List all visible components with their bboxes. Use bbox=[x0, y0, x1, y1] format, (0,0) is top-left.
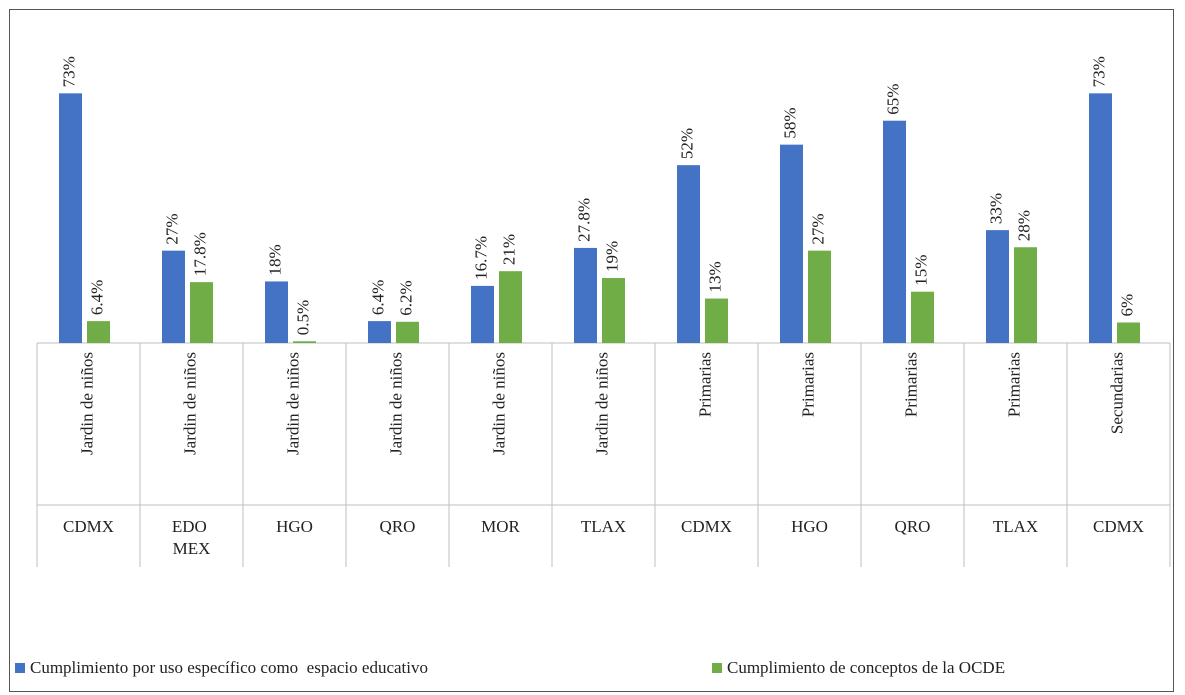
group-label: HGO bbox=[276, 517, 313, 536]
bar bbox=[911, 291, 934, 343]
data-label: 6.4% bbox=[368, 280, 387, 315]
bar bbox=[59, 93, 82, 343]
data-label: 19% bbox=[602, 241, 621, 272]
group-label: QRO bbox=[895, 517, 931, 536]
legend-swatch bbox=[15, 663, 25, 673]
group-label: TLAX bbox=[581, 517, 626, 536]
data-label: 15% bbox=[911, 255, 930, 286]
bar bbox=[87, 321, 110, 343]
bar bbox=[780, 144, 803, 343]
bar bbox=[190, 282, 213, 343]
category-label: Jardin de niños bbox=[386, 352, 405, 455]
bar bbox=[471, 285, 494, 343]
category-label: Primarias bbox=[1004, 352, 1023, 417]
bar bbox=[396, 321, 419, 343]
category-label: Secundarias bbox=[1107, 352, 1126, 434]
data-label: 58% bbox=[780, 107, 799, 138]
group-label: TLAX bbox=[993, 517, 1038, 536]
group-label: QRO bbox=[380, 517, 416, 536]
category-label: Jardin de niños bbox=[283, 352, 302, 455]
category-label: Jardin de niños bbox=[489, 352, 508, 455]
data-label: 73% bbox=[59, 56, 78, 87]
bar bbox=[1117, 322, 1140, 343]
legend-swatch bbox=[712, 663, 722, 673]
data-label: 6.4% bbox=[87, 280, 106, 315]
data-label: 73% bbox=[1089, 56, 1108, 87]
data-label: 18% bbox=[265, 244, 284, 275]
bar bbox=[1089, 93, 1112, 343]
bar bbox=[602, 278, 625, 343]
data-label: 27% bbox=[808, 213, 827, 244]
category-label: Primarias bbox=[901, 352, 920, 417]
data-label: 21% bbox=[499, 234, 518, 265]
group-label: EDO MEX bbox=[172, 517, 211, 558]
bar bbox=[808, 250, 831, 343]
chart-border bbox=[9, 9, 1174, 692]
group-label: CDMX bbox=[681, 517, 732, 536]
data-label: 6% bbox=[1117, 294, 1136, 317]
bar bbox=[265, 281, 288, 343]
data-label: 27% bbox=[162, 213, 181, 244]
data-label: 16.7% bbox=[471, 236, 490, 280]
bar bbox=[574, 247, 597, 343]
category-label: Primarias bbox=[798, 352, 817, 417]
group-label: CDMX bbox=[63, 517, 114, 536]
category-label: Jardin de niños bbox=[77, 352, 96, 455]
data-label: 27.8% bbox=[574, 198, 593, 242]
data-label: 52% bbox=[677, 128, 696, 159]
category-label: Primarias bbox=[695, 352, 714, 417]
bar bbox=[368, 321, 391, 343]
bar bbox=[162, 250, 185, 343]
group-label: MOR bbox=[481, 517, 520, 536]
bar bbox=[1014, 247, 1037, 343]
bar bbox=[883, 120, 906, 343]
category-label: Jardin de niños bbox=[592, 352, 611, 455]
data-label: 65% bbox=[883, 84, 902, 115]
data-label: 6.2% bbox=[396, 280, 415, 315]
data-label: 33% bbox=[986, 193, 1005, 224]
legend-label: Cumplimiento por uso específico como esp… bbox=[30, 658, 428, 677]
category-label: Jardin de niños bbox=[180, 352, 199, 455]
bar bbox=[293, 341, 316, 343]
group-label: HGO bbox=[791, 517, 828, 536]
group-label: CDMX bbox=[1093, 517, 1144, 536]
legend-label: Cumplimiento de conceptos de la OCDE bbox=[727, 658, 1005, 677]
bar bbox=[677, 165, 700, 343]
data-label: 0.5% bbox=[293, 300, 312, 335]
data-label: 13% bbox=[705, 261, 724, 292]
data-label: 28% bbox=[1014, 210, 1033, 241]
bar bbox=[986, 230, 1009, 343]
data-label: 17.8% bbox=[190, 232, 209, 276]
bar bbox=[705, 298, 728, 343]
bar bbox=[499, 271, 522, 343]
